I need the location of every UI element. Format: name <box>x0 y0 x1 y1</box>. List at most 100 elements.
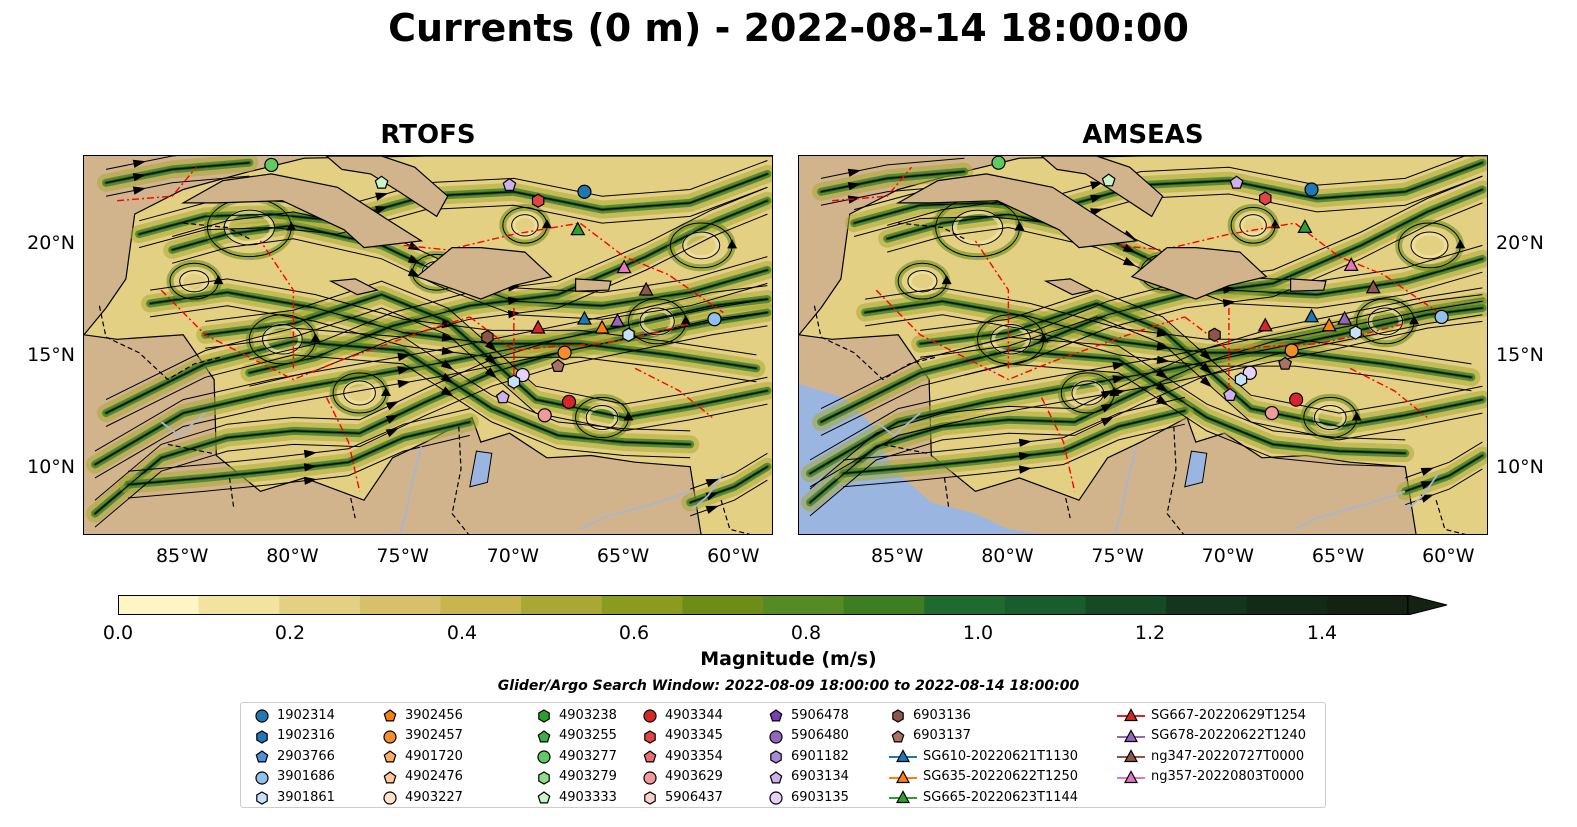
legend-item: 4903354 <box>641 746 723 766</box>
panel-title-rtofs: RTOFS <box>380 120 476 150</box>
platform-marker[interactable] <box>481 329 494 345</box>
page-title: Currents (0 m) - 2022-08-14 18:00:00 <box>388 6 1189 50</box>
platform-marker[interactable] <box>1223 387 1237 401</box>
platform-marker[interactable] <box>594 319 610 334</box>
colorbar-label: Magnitude (m/s) <box>700 648 877 670</box>
lon-tick-label: 60°W <box>707 545 760 567</box>
platform-marker[interactable] <box>1304 308 1320 323</box>
legend-item: ng347-20220727T0000 <box>1117 746 1304 766</box>
platform-marker[interactable] <box>991 156 1006 170</box>
colorbar-bin <box>682 595 764 615</box>
legend-item: ng357-20220803T0000 <box>1117 767 1304 787</box>
hexagon-marker-icon <box>256 729 268 744</box>
platform-marker[interactable] <box>537 408 552 423</box>
circle-marker-icon <box>769 791 783 805</box>
platform-marker[interactable] <box>1343 257 1359 272</box>
lon-tick-label: 65°W <box>596 545 650 567</box>
circle-marker-icon <box>255 709 269 723</box>
platform-marker[interactable] <box>570 221 586 236</box>
platform-marker[interactable] <box>1337 310 1353 325</box>
platform-marker[interactable] <box>374 175 389 189</box>
platform-marker[interactable] <box>557 345 572 360</box>
colorbar-bin <box>1166 595 1248 615</box>
pentagon-marker-icon <box>383 709 397 722</box>
colorbar-tick-label: 0.6 <box>618 622 650 644</box>
amseas-map[interactable] <box>798 155 1488 535</box>
legend-item: SG678-20220622T1240 <box>1117 726 1306 746</box>
lon-tick-label: 80°W <box>266 545 319 567</box>
triangle-marker-icon <box>1117 749 1145 763</box>
colorbar-bin <box>1246 595 1328 615</box>
hexagon-marker-icon <box>770 750 782 764</box>
circle-marker-icon <box>769 729 783 744</box>
legend-label: 3901861 <box>277 789 335 805</box>
legend-item: 4903255 <box>535 726 617 746</box>
legend-item: 4901720 <box>381 746 463 766</box>
platform-marker[interactable] <box>1208 327 1221 342</box>
legend-label: SG667-20220629T1254 <box>1151 707 1307 723</box>
lat-tick-label: 15°N <box>1496 344 1544 367</box>
legend-label: 3901686 <box>277 769 335 784</box>
platform-marker[interactable] <box>609 312 625 327</box>
colorbar-bin <box>440 595 522 615</box>
legend-item: 3901861 <box>253 787 335 807</box>
legend-label: 5906478 <box>791 707 849 723</box>
platform-marker[interactable] <box>530 319 546 334</box>
platform-marker[interactable] <box>1264 405 1279 421</box>
circle-marker-icon <box>383 791 397 805</box>
legend-label: 4903238 <box>559 707 617 723</box>
lon-tick-label: 85°W <box>870 545 924 567</box>
platform-marker[interactable] <box>1289 392 1304 407</box>
legend-item: 4903277 <box>535 746 617 766</box>
legend-label: 5906437 <box>665 789 723 805</box>
legend-item: 1902314 <box>253 705 335 725</box>
legend-item: 4903344 <box>641 705 723 725</box>
circle-marker-icon <box>643 709 657 723</box>
legend-label: 4902476 <box>405 769 463 784</box>
platform-marker[interactable] <box>576 310 592 325</box>
lon-tick-label: 80°W <box>981 545 1034 567</box>
rtofs-map[interactable] <box>83 155 773 535</box>
legend-item: 5906437 <box>641 787 723 807</box>
platform-marker[interactable] <box>1257 317 1273 332</box>
legend-label: 3902457 <box>405 728 463 743</box>
legend-label: 4903227 <box>405 789 463 805</box>
platform-marker[interactable] <box>577 184 592 199</box>
platform-marker[interactable] <box>1321 317 1337 332</box>
platform-marker[interactable] <box>1259 191 1272 206</box>
lat-tick-label: 10°N <box>1496 455 1544 478</box>
platform-marker[interactable] <box>1365 279 1381 294</box>
platform-marker[interactable] <box>638 281 654 296</box>
platform-marker[interactable] <box>1304 182 1319 197</box>
platform-marker[interactable] <box>561 394 577 409</box>
platform-marker[interactable] <box>1229 175 1244 189</box>
hexagon-marker-icon <box>644 729 656 744</box>
colorbar-bin <box>198 595 280 615</box>
platform-marker[interactable] <box>551 358 565 372</box>
platform-marker[interactable] <box>1101 173 1116 187</box>
platform-marker[interactable] <box>502 177 517 191</box>
legend-item: 1902316 <box>253 726 335 746</box>
platform-marker[interactable] <box>531 193 545 208</box>
legend-label: 6903137 <box>913 728 971 743</box>
platform-marker[interactable] <box>1434 309 1449 325</box>
platform-marker[interactable] <box>495 390 510 404</box>
panel-title-amseas: AMSEAS <box>1082 120 1204 150</box>
colorbar-bin <box>118 595 200 615</box>
legend-label: 1902314 <box>277 707 335 723</box>
platform-marker[interactable] <box>1278 356 1293 370</box>
platform-marker[interactable] <box>622 327 635 342</box>
platform-marker[interactable] <box>616 259 632 274</box>
platform-marker[interactable] <box>1297 219 1313 234</box>
platform-marker[interactable] <box>707 312 722 327</box>
triangle-marker-icon <box>1117 728 1145 742</box>
triangle-marker-icon <box>1117 769 1145 783</box>
platform-marker[interactable] <box>1234 372 1248 387</box>
legend-item: SG667-20220629T1254 <box>1117 705 1306 725</box>
platform-marker[interactable] <box>264 157 279 173</box>
platform-marker[interactable] <box>1284 343 1299 358</box>
platform-marker[interactable] <box>507 374 521 389</box>
legend-label: SG635-20220622T1250 <box>923 769 1079 784</box>
colorbar-bin <box>359 595 441 615</box>
platform-marker[interactable] <box>1349 325 1362 340</box>
